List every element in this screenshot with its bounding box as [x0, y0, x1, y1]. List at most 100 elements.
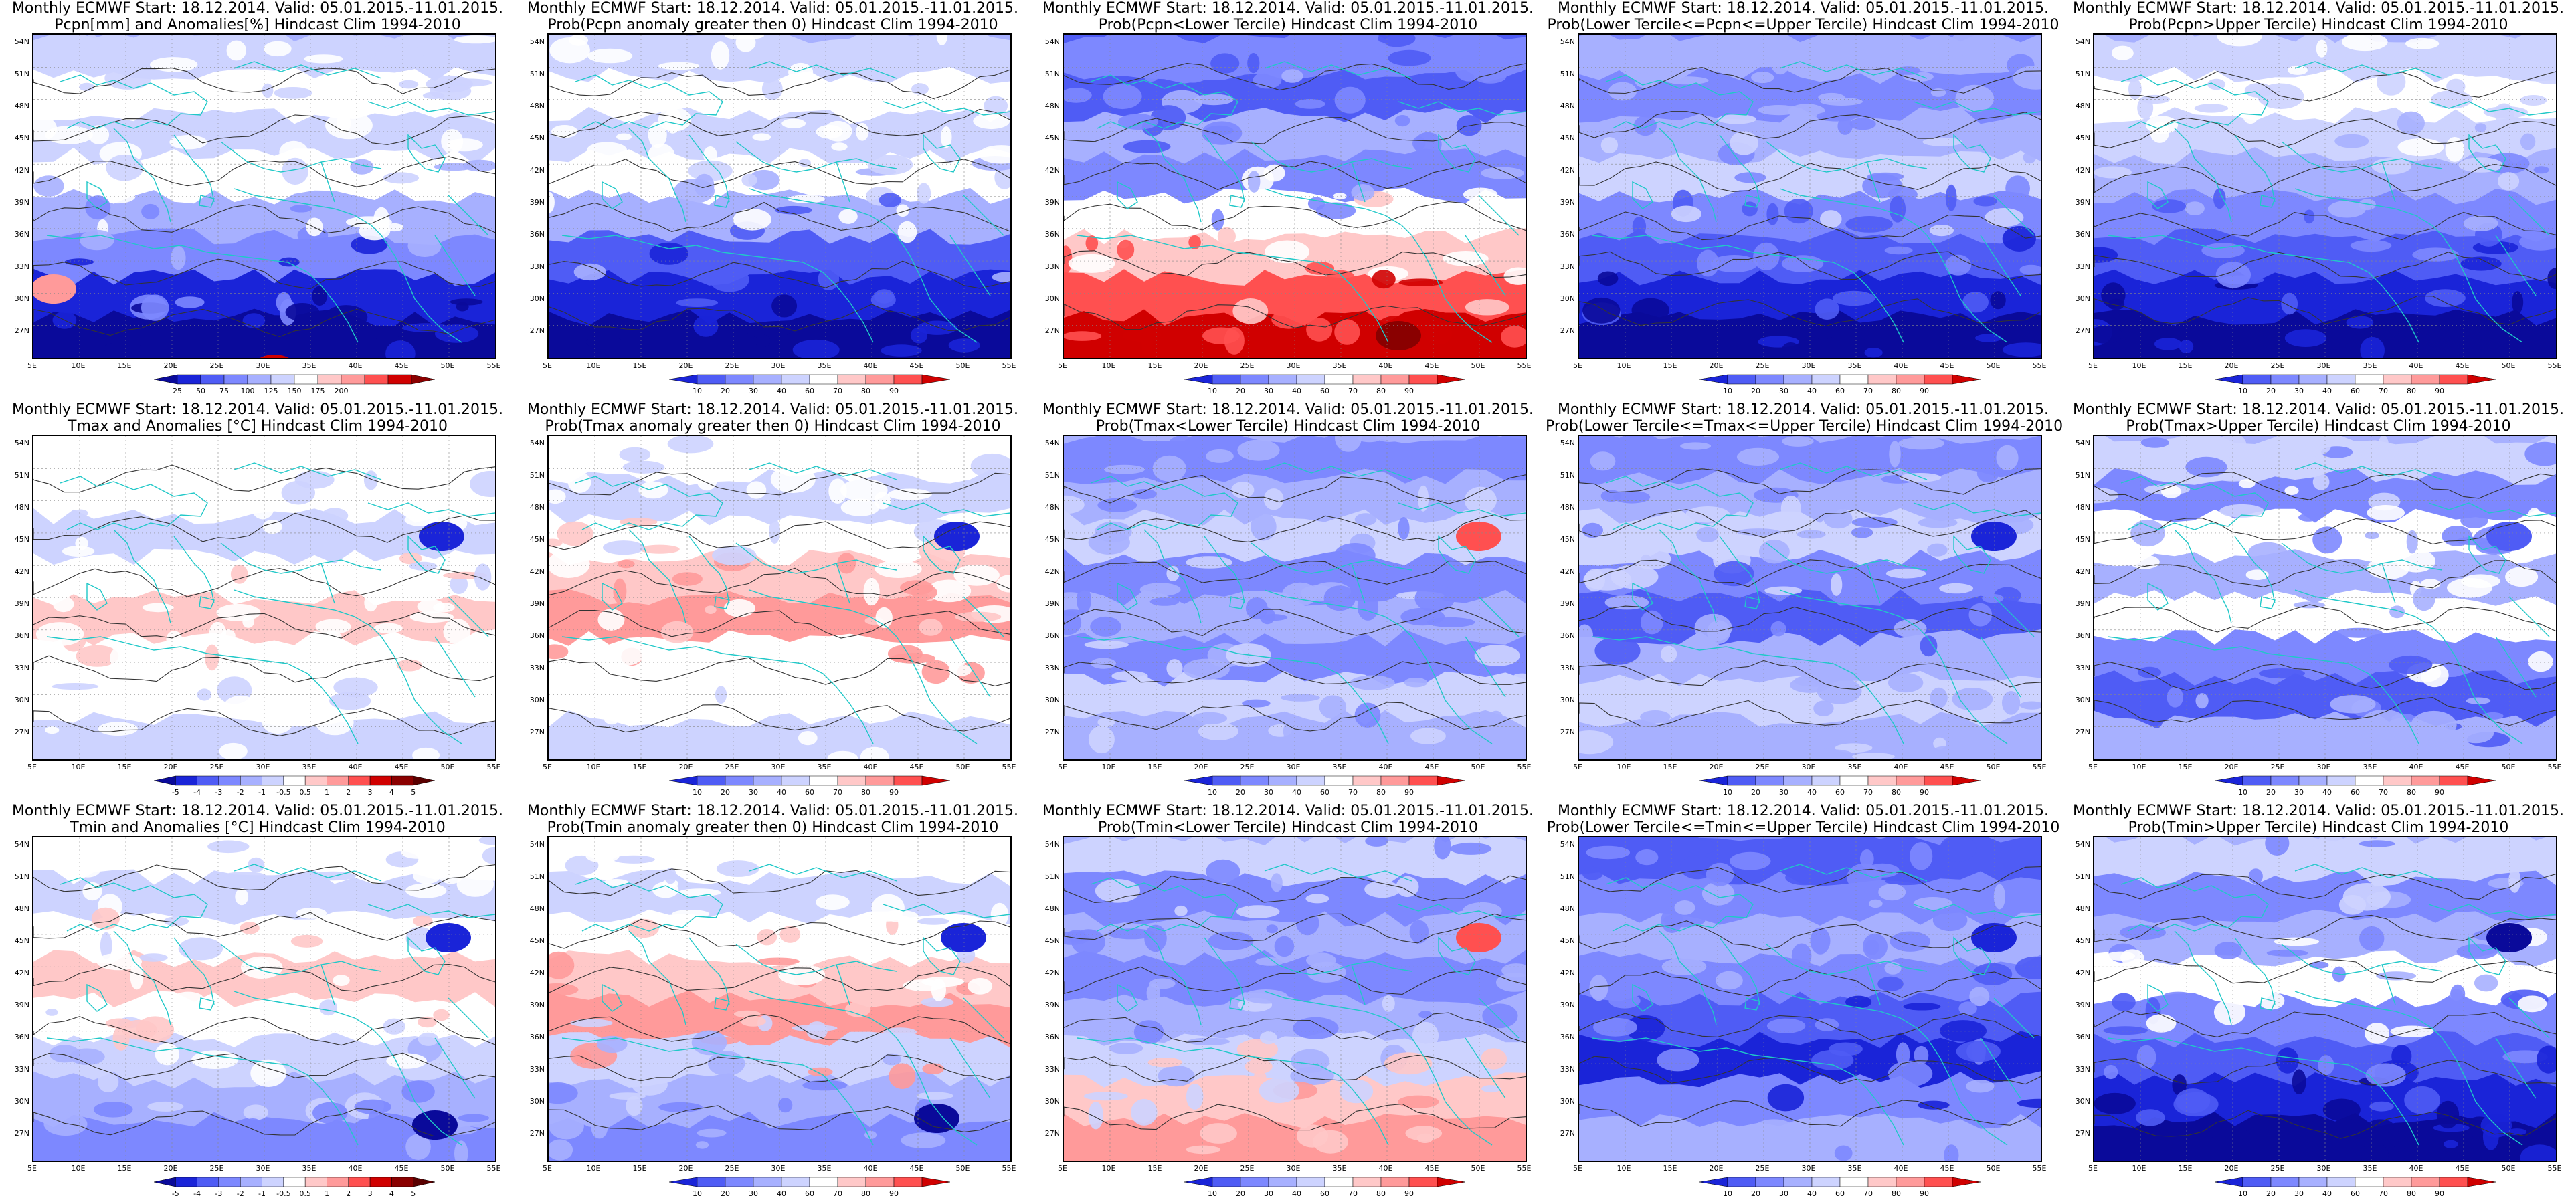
shaded-blotch — [1815, 298, 1839, 320]
shaded-blotch — [62, 546, 95, 557]
shaded-blotch — [1498, 57, 1526, 74]
colorbar-swatch — [369, 1177, 392, 1187]
coastline — [2508, 596, 2550, 637]
shaded-blotch — [78, 692, 103, 706]
coastline — [2495, 235, 2537, 296]
shaded-blotch — [632, 1074, 668, 1096]
shaded-blotch — [2460, 256, 2502, 271]
shaded-blotch — [1088, 530, 1130, 555]
colorbar-swatch — [2326, 374, 2356, 385]
shaded-blotch — [1751, 72, 1774, 84]
latitude-label: 33N — [1044, 1065, 1060, 1074]
shaded-blotch — [1579, 730, 1614, 755]
shaded-blotch — [1409, 920, 1429, 944]
shaded-band — [1579, 1113, 2041, 1161]
shaded-blotch — [456, 302, 469, 312]
longitude-label: 50E — [955, 1164, 970, 1173]
colorbar-label: 40 — [1292, 387, 1301, 395]
contour-line — [1579, 211, 2041, 241]
shaded-blotch — [385, 340, 416, 358]
shaded-blotch — [678, 888, 721, 897]
shaded-blotch — [1166, 659, 1183, 678]
shaded-blotch — [1864, 348, 1883, 358]
colorbar-label: -3 — [215, 1189, 223, 1198]
coastline — [434, 1037, 476, 1099]
shaded-blotch — [1064, 495, 1085, 514]
longitude-label: 50E — [2501, 361, 2516, 370]
panel-title: Monthly ECMWF Start: 18.12.2014. Valid: … — [1546, 0, 2061, 33]
colorbar-label: 80 — [861, 387, 870, 395]
longitude-label: 25E — [209, 361, 224, 370]
map-area — [2093, 435, 2557, 761]
longitude-label: 5E — [2088, 361, 2098, 370]
shaded-blotch — [922, 1063, 945, 1074]
colorbar-swatch — [725, 374, 754, 385]
shaded-blotch — [150, 57, 198, 72]
coastline — [1744, 195, 1760, 208]
shaded-blotch — [2313, 837, 2349, 861]
latitude-label: 39N — [2075, 1001, 2090, 1009]
shaded-blotch — [1604, 595, 1649, 610]
longitude-label: 25E — [209, 1164, 224, 1173]
panel-title-line2: Prob(Lower Tercile<=Tmin<=Upper Tercile)… — [1546, 819, 2060, 836]
shaded-blotch — [968, 977, 993, 995]
shaded-blotch — [1671, 205, 1701, 223]
longitude-label: 15E — [1147, 1164, 1162, 1173]
shaded-blotch — [2299, 847, 2314, 858]
shaded-blotch — [1608, 993, 1641, 1009]
coastline — [963, 997, 1004, 1039]
map-area — [32, 435, 496, 761]
coastline — [1926, 636, 2008, 744]
colorbar-swatch — [283, 1177, 306, 1187]
shaded-blotch — [1333, 543, 1376, 567]
colorbar-label: 90 — [2435, 1189, 2444, 1198]
colorbar-swatch — [153, 1177, 176, 1187]
coastline — [1719, 536, 1760, 604]
latitude-label: 39N — [1560, 599, 1575, 608]
latitude-label: 42N — [2075, 567, 2090, 576]
shaded-blotch — [1625, 1015, 1665, 1041]
panel-title-line1: Monthly ECMWF Start: 18.12.2014. Valid: … — [1557, 0, 2049, 17]
shaded-blotch — [2094, 1092, 2136, 1114]
coastline — [1980, 235, 2021, 296]
colorbar-swatch — [809, 374, 838, 385]
shaded-blotch — [409, 561, 438, 571]
shaded-blotch — [74, 857, 102, 878]
longitude-label: 55E — [1002, 361, 1016, 370]
latitude-label: 51N — [2075, 872, 2090, 881]
colorbar-swatch — [348, 775, 371, 786]
shaded-blotch — [443, 446, 483, 464]
shaded-blotch — [2184, 436, 2223, 454]
shaded-blotch — [936, 35, 948, 45]
colorbar-swatch — [294, 374, 318, 385]
shaded-blotch — [139, 953, 168, 962]
colorbar-swatch — [1212, 1177, 1241, 1187]
shaded-blotch — [2365, 1023, 2389, 1044]
colorbar-swatch — [1437, 374, 1466, 385]
coastline — [923, 936, 961, 975]
contour-line — [2094, 472, 2556, 501]
longitude-label: 50E — [2501, 1164, 2516, 1173]
coastline — [1953, 134, 1991, 173]
colorbar-label: 150 — [287, 387, 302, 395]
coastline — [220, 944, 382, 975]
shaded-blotch — [1350, 675, 1395, 690]
shaded-blotch — [386, 1053, 427, 1069]
colorbar-label: 20 — [1751, 1189, 1760, 1198]
shaded-blotch — [2017, 1098, 2041, 1108]
map-svg — [1064, 35, 1526, 358]
colorbar-swatch — [697, 1177, 726, 1187]
longitude-label: 30E — [771, 1164, 786, 1173]
shaded-blotch — [2334, 134, 2369, 148]
shaded-blotch — [1158, 1065, 1195, 1087]
coastline — [1143, 930, 1202, 1025]
shaded-blotch — [880, 436, 911, 449]
shaded-blotch — [1354, 513, 1377, 526]
contour-line — [1064, 702, 1526, 732]
shaded-blotch — [1501, 436, 1526, 453]
colorbar-swatch — [1755, 374, 1784, 385]
latitude-label: 30N — [14, 294, 29, 303]
shaded-blotch — [407, 486, 426, 494]
shaded-blotch — [1077, 587, 1091, 613]
shaded-blotch — [895, 39, 918, 60]
